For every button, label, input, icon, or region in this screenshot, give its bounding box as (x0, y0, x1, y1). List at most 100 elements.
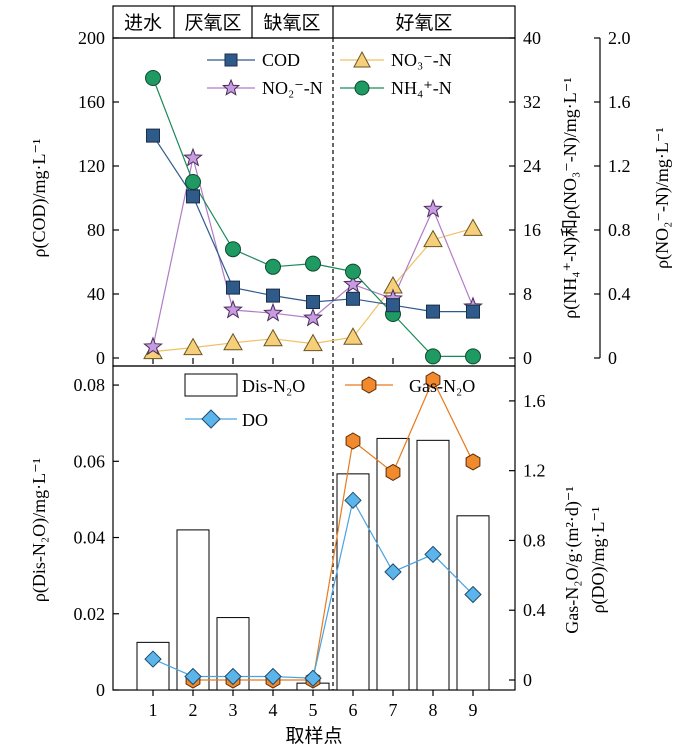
legend-marker-do (201, 409, 221, 429)
no2-axis-tick-label: 1.6 (608, 92, 631, 112)
no2-point (423, 198, 443, 218)
nh4-point (145, 70, 161, 86)
legend-label-gas-n2o: Gas-N₂O (409, 376, 475, 396)
dis-n2o-axis-tick-label: 0.04 (74, 528, 106, 548)
bottom-panel-frame (112, 365, 516, 691)
do-point (384, 563, 402, 581)
legend-label-do: DO (242, 410, 268, 430)
no2-point (183, 147, 203, 167)
legend-marker-nh4 (354, 80, 370, 96)
no2-axis-title: ρ(NO₂⁻-N)/mg·L⁻¹ (652, 127, 673, 269)
no3-point (183, 337, 203, 356)
no2-point (223, 299, 243, 319)
legend-label-cod: COD (262, 50, 300, 70)
zone-label-aerobic: 好氧区 (395, 12, 452, 34)
legend-label-dis-n2o: Dis-N₂O (242, 376, 305, 396)
bar-dis-n2o (176, 529, 210, 691)
gas-do-axis-tick-label: 1.2 (523, 461, 546, 481)
no2-axis-tick-label: 0 (608, 348, 617, 368)
dis-n2o-axis-tick-label: 0.02 (74, 604, 106, 624)
legend-label-nh4: NH₄⁺-N (391, 78, 452, 98)
zone-label-anoxic: 缺氧区 (263, 12, 320, 34)
nh4-point (185, 174, 201, 190)
nh4-no3-axis-tick-label: 40 (523, 28, 541, 48)
do-point (424, 545, 442, 564)
dis-n2o-axis-tick-label: 0.06 (74, 451, 106, 471)
cod-axis-tick-label: 0 (96, 348, 105, 368)
dis-n2o-axis-tick-label: 0.08 (74, 375, 106, 395)
gas-axis-title: Gas-N₂O/g·(m²·d)⁻¹ (562, 486, 583, 634)
no2-axis-tick-label: 0.4 (608, 284, 631, 304)
dis-n2o-axis-tick-label: 0 (96, 680, 105, 700)
gas-n2o-point (385, 463, 401, 481)
do-point (144, 650, 162, 668)
nh4-point (465, 348, 481, 365)
top-legend: COD NO₃⁻-N NO₂⁻-N NH₄⁺-N (207, 50, 452, 98)
nh4-no3-axis-tick-label: 0 (523, 348, 532, 368)
x-axis-tick-label: 1 (149, 700, 158, 720)
bar-dis-n2o (336, 473, 370, 691)
x-axis-tick-label: 8 (429, 700, 438, 720)
do-point (304, 669, 322, 687)
zone-label-influent: 进水 (124, 12, 162, 34)
do-point (184, 667, 202, 686)
legend-marker-cod (224, 53, 238, 67)
legend-marker-dis-n2o (184, 373, 238, 397)
x-axis-tick-label: 2 (189, 700, 198, 720)
legend-label-no2: NO₂⁻-N (262, 78, 323, 98)
do-point (464, 585, 482, 604)
no2-point (343, 273, 363, 293)
cod-axis-tick-label: 200 (78, 28, 105, 48)
nh4-no3-axis-tick-label: 24 (523, 156, 541, 176)
no3-point (223, 332, 243, 351)
cod-point (306, 295, 320, 309)
nh4-point (265, 258, 281, 275)
x-axis-tick-label: 7 (389, 700, 398, 720)
cod-point (346, 291, 360, 306)
do-axis-title: ρ(DO)/mg·L⁻¹ (588, 507, 609, 614)
do-point (224, 667, 242, 686)
no2-axis-tick-label: 0.8 (608, 220, 631, 240)
no3-point (303, 333, 323, 352)
gas-do-axis-tick-label: 0 (523, 670, 532, 690)
cod-point (186, 189, 200, 204)
gas-n2o-point (465, 453, 481, 471)
no2-point (143, 336, 163, 356)
gas-do-axis-tick-label: 1.6 (523, 391, 546, 411)
top-right-axis-title: ρ(NH₄⁺-N)和ρ(NO₃⁻-N)/mg·L⁻¹ (560, 77, 581, 318)
nh4-point (345, 263, 361, 280)
x-axis-tick-label: 6 (349, 700, 358, 720)
gas-do-axis-tick-label: 0.8 (523, 530, 546, 550)
top-left-axis-title: ρ(COD)/mg·L⁻¹ (29, 139, 50, 258)
nh4-point (225, 241, 241, 258)
legend-marker-gas-n2o (361, 376, 377, 394)
nh4-no3-axis-tick-label: 16 (523, 220, 541, 240)
no2-point (303, 307, 323, 327)
nh4-no3-axis-tick-label: 32 (523, 92, 541, 112)
cod-line (152, 135, 473, 313)
zone-header: 进水 厌氧区 缺氧区 好氧区 (112, 5, 516, 39)
x-axis-title: 取样点 (285, 725, 342, 747)
no2-axis-tick-label: 2.0 (608, 28, 631, 48)
x-axis-tick-label: 9 (469, 700, 478, 720)
bottom-legend: Dis-N₂O Gas-N₂O DO (184, 373, 475, 430)
nh4-point (305, 255, 321, 272)
legend-label-no3: NO₃⁻-N (391, 50, 452, 70)
nh4-point (425, 348, 441, 365)
no3-point (263, 328, 283, 347)
x-axis-tick-label: 5 (309, 700, 318, 720)
cod-point (466, 304, 480, 319)
cod-point (426, 304, 440, 319)
do-point (264, 667, 282, 686)
no2-axis-tick-label: 1.2 (608, 156, 631, 176)
gas-n2o-point (425, 371, 441, 389)
cod-axis-tick-label: 80 (87, 220, 105, 240)
cod-axis-tick-label: 120 (78, 156, 105, 176)
cod-point (226, 280, 240, 295)
legend-marker-no2 (221, 78, 241, 96)
cod-axis-tick-label: 160 (78, 92, 105, 112)
no3-point (343, 327, 363, 345)
cod-point (146, 128, 160, 143)
bottom-left-axis-title: ρ(Dis-N₂O)/mg·L⁻¹ (29, 458, 50, 602)
